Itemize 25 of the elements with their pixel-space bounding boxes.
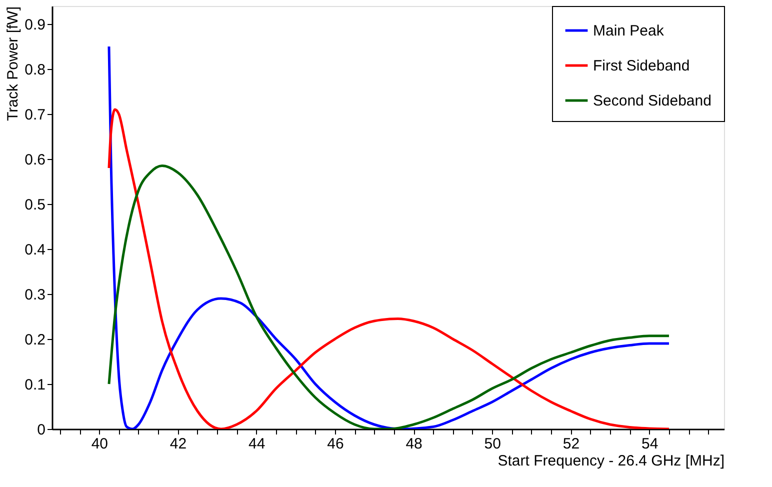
y-tick-label: 0.5 bbox=[24, 196, 46, 214]
x-tick-label: 42 bbox=[170, 436, 187, 452]
y-tick-label: 0.9 bbox=[24, 16, 46, 34]
y-tick-label: 0.7 bbox=[24, 106, 46, 124]
x-tick-label: 52 bbox=[562, 436, 580, 452]
y-tick-label: 0.8 bbox=[24, 62, 46, 78]
x-tick-label: 48 bbox=[406, 436, 422, 452]
y-tick-label: 0 bbox=[37, 422, 46, 438]
x-tick-label: 40 bbox=[91, 436, 108, 452]
y-tick-label: 0.6 bbox=[24, 152, 46, 168]
y-tick-label: 0.3 bbox=[24, 286, 46, 304]
x-tick-label: 46 bbox=[327, 436, 344, 452]
y-axis-title: Track Power [fW] bbox=[4, 6, 22, 121]
line-series bbox=[108, 108, 670, 429]
legend-label: Main Peak bbox=[593, 22, 664, 40]
x-axis-title: Start Frequency - 26.4 GHz [MHz] bbox=[498, 452, 724, 470]
x-tick-label: 54 bbox=[641, 436, 658, 452]
legend-label: Second Sideband bbox=[593, 92, 712, 110]
x-tick-label: 44 bbox=[248, 436, 266, 452]
y-tick-label: 0.1 bbox=[24, 376, 46, 394]
y-tick-label: 0.4 bbox=[24, 242, 46, 258]
line-series bbox=[108, 164, 670, 429]
legend-label: First Sideband bbox=[593, 58, 690, 74]
x-tick-label: 50 bbox=[484, 436, 501, 452]
y-tick-label: 0.2 bbox=[24, 332, 46, 348]
